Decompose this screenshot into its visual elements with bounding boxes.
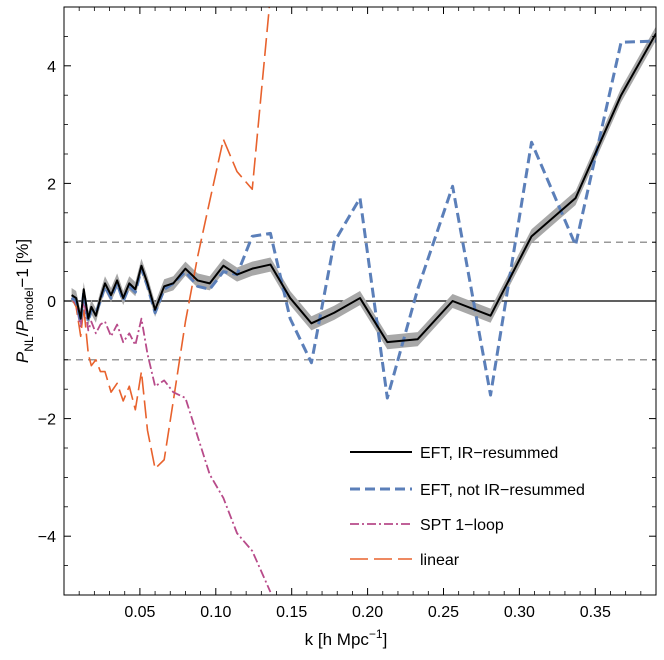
series-lines — [70, 7, 656, 593]
x-axis-label: k [h Mpc−1] — [305, 627, 388, 649]
x-tick-label: 0.10 — [200, 604, 231, 621]
band-eft-ir-resummed — [71, 26, 656, 350]
legend-label-linear: linear — [420, 552, 460, 569]
legend-label-eft-not-ir-resummed: EFT, not IR−resummed — [420, 482, 585, 499]
x-axis-ticks: 0.05 0.10 0.15 0.20 0.25 0.30 0.35 — [78, 7, 642, 621]
x-tick-label: 0.35 — [580, 604, 611, 621]
x-tick-label: 0.25 — [428, 604, 459, 621]
x-tick-label: 0.30 — [504, 604, 535, 621]
series-line-eft-not-ir-resummed — [70, 39, 656, 400]
series-line-linear — [70, 7, 271, 470]
uncertainty-bands — [71, 26, 656, 350]
y-tick-label: 0 — [47, 294, 56, 311]
y-tick-label: 4 — [47, 59, 56, 76]
x-tick-label: 0.20 — [352, 604, 383, 621]
y-axis-label: PNL/Pmodel−1 [%] — [13, 239, 36, 363]
legend-label-eft-ir-resummed: EFT, IR−resummed — [420, 445, 558, 462]
y-tick-label: 2 — [47, 176, 56, 193]
legend: EFT, IR−resummed EFT, not IR−resummed SP… — [350, 445, 585, 569]
y-tick-label: −4 — [38, 529, 56, 546]
legend-label-spt-1-loop: SPT 1−loop — [420, 517, 504, 534]
x-tick-label: 0.15 — [276, 604, 307, 621]
y-axis-ticks: −4 −2 0 2 4 — [38, 6, 656, 596]
x-tick-label: 0.05 — [124, 604, 155, 621]
series-line-spt-1-loop — [70, 297, 272, 593]
y-tick-label: −2 — [38, 412, 56, 429]
series-line-eft-ir-resummed — [71, 32, 656, 344]
